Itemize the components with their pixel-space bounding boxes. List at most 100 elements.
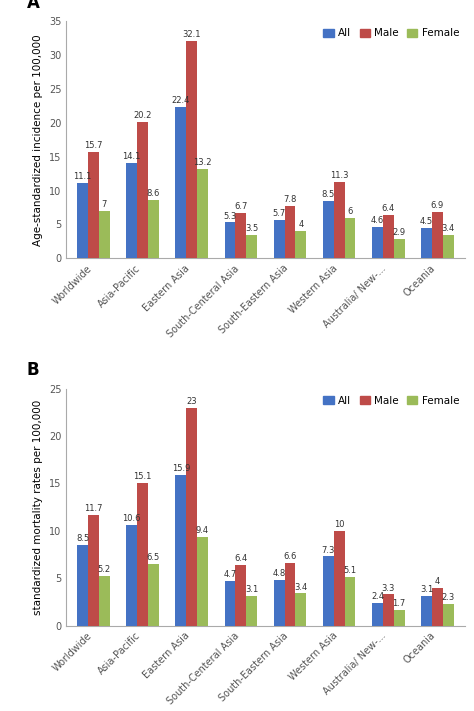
Text: 6.4: 6.4 <box>382 204 395 213</box>
Bar <box>443 604 454 626</box>
Text: 13.2: 13.2 <box>193 158 212 167</box>
Text: 14.1: 14.1 <box>123 152 141 161</box>
Text: 15.1: 15.1 <box>133 471 152 481</box>
Text: 23: 23 <box>186 397 197 406</box>
Text: 15.9: 15.9 <box>172 464 190 473</box>
Text: 8.5: 8.5 <box>322 190 335 199</box>
Bar <box>345 218 356 258</box>
Bar <box>274 220 284 258</box>
Text: 5.7: 5.7 <box>273 209 286 218</box>
Legend: All, Male, Female: All, Male, Female <box>319 392 463 410</box>
Bar <box>295 594 306 626</box>
Text: 6.5: 6.5 <box>147 553 160 562</box>
Bar <box>432 212 443 258</box>
Bar <box>421 228 432 258</box>
Bar <box>432 588 443 626</box>
Text: 9.4: 9.4 <box>196 525 209 535</box>
Bar <box>148 200 159 258</box>
Text: 6.4: 6.4 <box>234 554 247 563</box>
Text: 5.2: 5.2 <box>98 565 111 574</box>
Text: 3.4: 3.4 <box>294 582 308 592</box>
Bar <box>137 483 148 626</box>
Text: 2.4: 2.4 <box>371 592 384 601</box>
Bar <box>274 580 284 626</box>
Bar <box>372 603 383 626</box>
Text: 7.3: 7.3 <box>322 545 335 555</box>
Text: 10.6: 10.6 <box>122 514 141 523</box>
Text: 1.7: 1.7 <box>392 599 406 608</box>
Text: 11.3: 11.3 <box>330 171 348 180</box>
Text: 7.8: 7.8 <box>283 195 297 203</box>
Bar <box>77 183 88 258</box>
Text: 5.1: 5.1 <box>344 567 356 575</box>
Text: 3.4: 3.4 <box>442 225 455 233</box>
Text: 4: 4 <box>435 577 440 586</box>
Bar <box>394 609 404 626</box>
Bar <box>225 223 236 258</box>
Text: 2.3: 2.3 <box>442 593 455 602</box>
Text: 6: 6 <box>347 207 353 216</box>
Text: 2.9: 2.9 <box>392 228 406 237</box>
Bar <box>443 235 454 258</box>
Bar <box>246 597 257 626</box>
Text: 4.7: 4.7 <box>223 570 237 579</box>
Bar <box>246 235 257 258</box>
Bar <box>383 594 394 626</box>
Bar <box>186 41 197 258</box>
Bar <box>236 213 246 258</box>
Bar <box>323 557 334 626</box>
Text: 4.8: 4.8 <box>273 570 286 578</box>
Bar <box>225 581 236 626</box>
Bar <box>148 564 159 626</box>
Bar <box>186 407 197 626</box>
Bar <box>127 525 137 626</box>
Text: 3.3: 3.3 <box>382 584 395 592</box>
Bar <box>127 163 137 258</box>
Bar <box>99 577 109 626</box>
Bar <box>236 565 246 626</box>
Bar <box>421 597 432 626</box>
Text: 7: 7 <box>101 200 107 209</box>
Text: 11.1: 11.1 <box>73 172 92 181</box>
Bar <box>334 531 345 626</box>
Bar <box>284 205 295 258</box>
Bar <box>137 122 148 258</box>
Bar <box>394 239 404 258</box>
Text: 6.7: 6.7 <box>234 202 247 211</box>
Bar <box>372 228 383 258</box>
Text: 3.1: 3.1 <box>245 585 258 594</box>
Text: 4: 4 <box>298 220 303 230</box>
Text: 32.1: 32.1 <box>182 30 201 39</box>
Text: 4.5: 4.5 <box>420 217 433 226</box>
Bar <box>334 182 345 258</box>
Text: A: A <box>27 0 39 12</box>
Bar <box>88 152 99 258</box>
Bar <box>197 537 208 626</box>
Text: 3.1: 3.1 <box>420 585 433 594</box>
Text: 8.5: 8.5 <box>76 534 89 543</box>
Text: 6.9: 6.9 <box>431 201 444 210</box>
Legend: All, Male, Female: All, Male, Female <box>319 24 463 43</box>
Text: 6.6: 6.6 <box>283 552 297 561</box>
Bar <box>197 169 208 258</box>
Bar <box>295 231 306 258</box>
Bar <box>323 201 334 258</box>
Bar <box>284 563 295 626</box>
Text: 10: 10 <box>334 520 345 529</box>
Text: 20.2: 20.2 <box>133 111 152 119</box>
Text: B: B <box>27 361 39 379</box>
Y-axis label: standardized mortality rates per 100,000: standardized mortality rates per 100,000 <box>34 400 44 615</box>
Bar <box>383 215 394 258</box>
Bar <box>77 545 88 626</box>
Text: 22.4: 22.4 <box>172 96 190 105</box>
Text: 15.7: 15.7 <box>84 141 103 150</box>
Text: 4.6: 4.6 <box>371 216 384 225</box>
Bar <box>175 475 186 626</box>
Bar <box>345 577 356 626</box>
Text: 3.5: 3.5 <box>245 224 258 232</box>
Y-axis label: Age-standardized incidence per 100,000: Age-standardized incidence per 100,000 <box>34 34 44 245</box>
Text: 5.3: 5.3 <box>223 212 237 220</box>
Text: 11.7: 11.7 <box>84 504 103 513</box>
Bar <box>99 211 109 258</box>
Bar <box>175 107 186 258</box>
